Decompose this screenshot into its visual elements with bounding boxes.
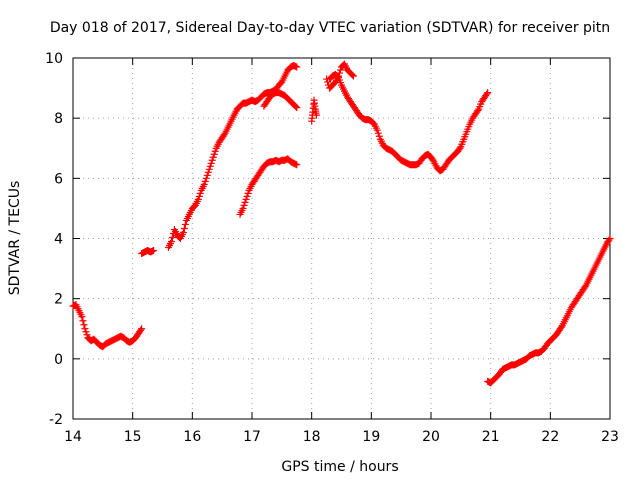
x-tick-label: 18 [303, 429, 321, 445]
series-pass-9 [484, 235, 614, 387]
chart-title: Day 018 of 2017, Sidereal Day-to-day VTE… [50, 20, 610, 36]
series-pass-6 [308, 96, 320, 125]
data-point [202, 174, 210, 182]
data-point [79, 317, 87, 325]
data-point [196, 189, 204, 197]
data-point [194, 195, 202, 203]
x-tick-label: 19 [362, 429, 380, 445]
data-point [81, 325, 89, 333]
data-point [195, 192, 203, 200]
data-point [373, 126, 381, 134]
data-point [293, 104, 301, 112]
grid [73, 58, 610, 419]
data-point [581, 283, 589, 291]
y-tick-label: 2 [54, 292, 63, 308]
data-point [241, 198, 249, 206]
data-point [206, 162, 214, 170]
x-tick-label: 20 [422, 429, 440, 445]
data-point [167, 238, 175, 246]
data-point [483, 90, 491, 98]
data-point [474, 107, 482, 115]
data-point [209, 153, 217, 161]
data-point [557, 323, 565, 331]
data-point [180, 224, 188, 232]
series-pass-3 [164, 62, 301, 252]
data-point [80, 321, 88, 329]
data-point [207, 159, 215, 167]
data-point [204, 168, 212, 176]
data-points [69, 60, 614, 387]
data-point [240, 201, 248, 209]
data-point [181, 220, 189, 228]
data-point [484, 89, 492, 97]
data-point [334, 73, 342, 81]
data-point [348, 71, 356, 79]
data-point [456, 144, 464, 152]
data-point [243, 192, 251, 200]
data-point [168, 233, 176, 241]
series-pass-8 [326, 71, 492, 175]
y-tick-label: 8 [54, 111, 63, 127]
data-point [78, 313, 86, 321]
y-tick-label: 6 [54, 171, 63, 187]
x-tick-label: 16 [183, 429, 201, 445]
y-axis-label: SDTVAR / TECUs [7, 181, 23, 296]
data-point [375, 132, 383, 140]
series-pass-4 [260, 89, 301, 112]
data-point [201, 177, 209, 185]
series-pass-1 [69, 301, 146, 351]
data-point [244, 189, 252, 197]
data-point [211, 147, 219, 155]
data-point [239, 204, 247, 212]
x-tick-label: 15 [124, 429, 142, 445]
y-tick-label: 10 [45, 51, 63, 67]
data-point [605, 236, 613, 244]
data-point [205, 165, 213, 173]
data-point [179, 228, 187, 236]
x-tick-label: 17 [243, 429, 261, 445]
series-pass-2 [138, 247, 158, 258]
y-tick-label: -2 [49, 412, 63, 428]
data-point [312, 111, 320, 119]
x-tick-label: 14 [64, 429, 82, 445]
data-point [429, 156, 437, 164]
data-point [200, 180, 208, 188]
y-axis: -2 0 2 4 6 8 10 [45, 51, 610, 428]
data-point [137, 326, 145, 334]
series-pass-7 [323, 60, 357, 92]
x-axis-label: GPS time / hours [281, 459, 398, 475]
data-point [208, 156, 216, 164]
data-point [210, 150, 218, 158]
series-pass-5 [236, 155, 301, 218]
data-point [337, 66, 345, 74]
data-point [82, 328, 90, 336]
data-point [349, 72, 357, 80]
data-point [83, 331, 91, 339]
data-point [138, 325, 146, 333]
data-point [293, 161, 301, 169]
data-point [292, 103, 300, 111]
data-point [242, 195, 250, 203]
data-point [150, 247, 158, 255]
x-tick-label: 23 [601, 429, 619, 445]
data-point [606, 235, 614, 242]
x-tick-label: 21 [482, 429, 500, 445]
y-tick-label: 4 [54, 232, 63, 248]
y-tick-label: 0 [54, 352, 63, 368]
x-tick-label: 22 [541, 429, 559, 445]
data-point [203, 171, 211, 179]
data-point [374, 129, 382, 137]
data-point [293, 63, 301, 71]
data-point [220, 131, 228, 139]
x-axis: 14 15 16 17 18 19 20 21 22 23 [64, 58, 619, 445]
